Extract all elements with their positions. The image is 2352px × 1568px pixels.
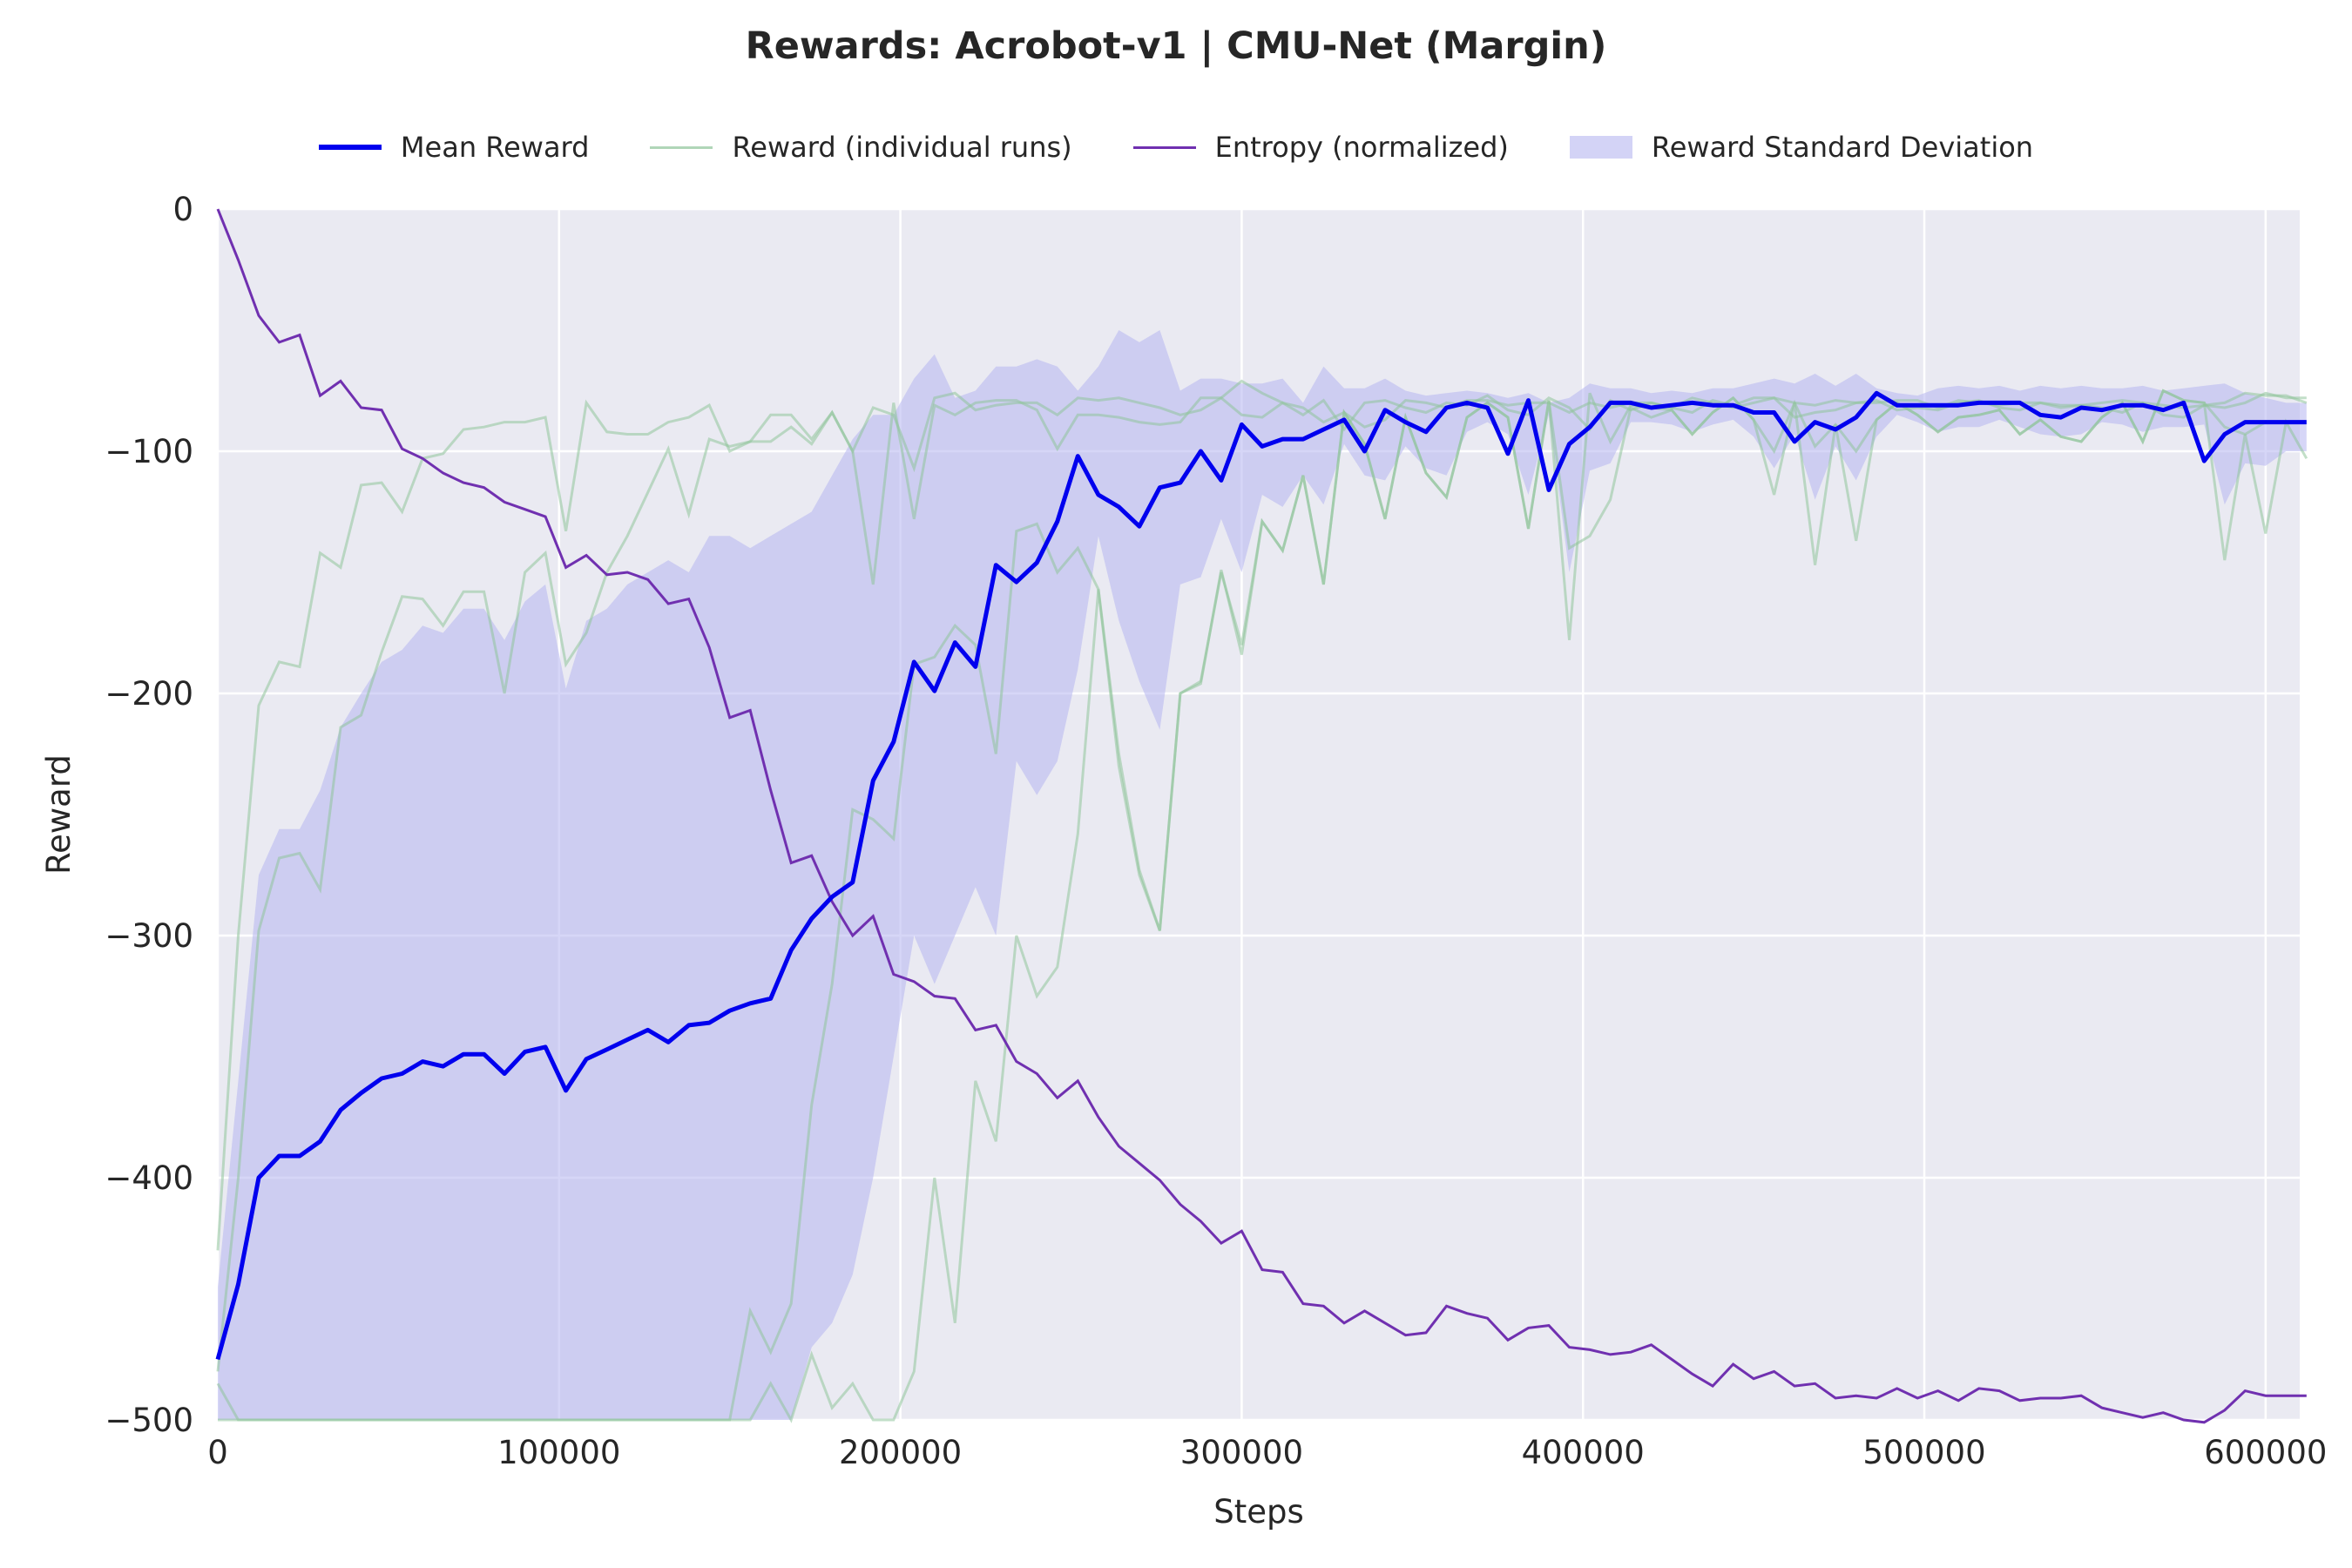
x-tick-label: 0 xyxy=(207,1434,228,1471)
entropy-line xyxy=(216,208,2307,1424)
chart-title: Rewards: Acrobot-v1 | CMU-Net (Margin) xyxy=(745,24,1607,68)
x-tick-label: 300000 xyxy=(1180,1434,1303,1471)
mean-layer xyxy=(215,390,2307,1361)
reward-std-band xyxy=(218,330,2307,1420)
x-tick-label: 400000 xyxy=(1522,1434,1645,1471)
legend: Mean Reward Reward (individual runs) Ent… xyxy=(0,131,2352,164)
individual-runs-layer xyxy=(216,379,2308,1423)
individual-run-line xyxy=(216,391,2307,1372)
legend-item-std: Reward Standard Deviation xyxy=(1569,131,2034,164)
x-axis-label: Steps xyxy=(1213,1493,1304,1531)
y-tick-label: −400 xyxy=(105,1159,193,1197)
legend-swatch-entropy xyxy=(1132,145,1196,149)
x-tick-label: 100000 xyxy=(497,1434,620,1471)
legend-swatch-mean-reward xyxy=(318,145,382,150)
x-tick-label: 500000 xyxy=(1862,1434,1985,1471)
legend-label-individual-runs: Reward (individual runs) xyxy=(732,131,1072,164)
y-tick-label: −100 xyxy=(105,433,193,470)
y-tick-label: 0 xyxy=(172,191,193,228)
std-band-layer xyxy=(218,330,2307,1420)
y-tick-label: −500 xyxy=(105,1402,193,1439)
legend-item-mean-reward: Mean Reward xyxy=(318,131,590,164)
individual-run-line xyxy=(216,379,2308,1251)
legend-swatch-std xyxy=(1569,136,1632,159)
entropy-layer xyxy=(216,208,2307,1424)
mean-reward-line xyxy=(215,390,2307,1361)
legend-label-mean-reward: Mean Reward xyxy=(400,131,590,164)
legend-item-individual-runs: Reward (individual runs) xyxy=(650,131,1072,164)
legend-label-std: Reward Standard Deviation xyxy=(1651,131,2034,164)
individual-run-line xyxy=(218,389,2307,1423)
y-axis-label: Reward xyxy=(40,754,78,875)
y-tick-label: −300 xyxy=(105,917,193,955)
legend-label-entropy: Entropy (normalized) xyxy=(1214,131,1509,164)
y-tick-labels: 0 −100 −200 −300 −400 −500 xyxy=(105,191,193,1439)
x-tick-label: 600000 xyxy=(2204,1434,2327,1471)
x-tick-label: 200000 xyxy=(839,1434,962,1471)
legend-swatch-individual-runs xyxy=(650,145,713,149)
legend-item-entropy: Entropy (normalized) xyxy=(1132,131,1509,164)
x-tick-labels: 0 100000 200000 300000 400000 500000 600000 xyxy=(207,1434,2327,1471)
y-tick-label: −200 xyxy=(105,675,193,713)
